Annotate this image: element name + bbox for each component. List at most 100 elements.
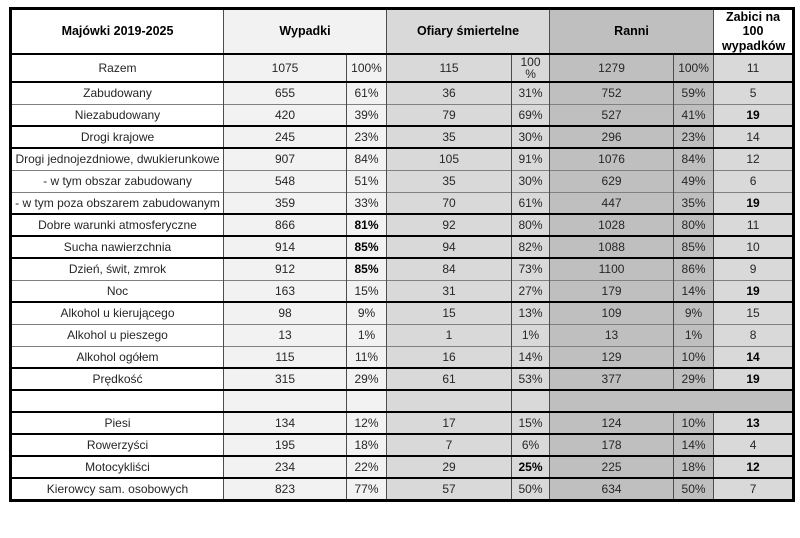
cell-zabici-per-100: 7 — [713, 478, 794, 501]
cell-ranni-pct: 14% — [673, 280, 714, 303]
cell-ranni-count: 13 — [549, 324, 674, 347]
cell-zabici-per-100: 14 — [713, 346, 794, 369]
cell-ofiary-pct: 100 % — [511, 54, 550, 83]
cell-ranni-pct: 35% — [673, 192, 714, 215]
cell-ofiary-pct: 31% — [511, 82, 550, 105]
table-row: Razem 1075 100% 115 100 % 1279 100% 11 — [10, 54, 794, 83]
cell-ranni-count: 225 — [549, 456, 674, 479]
cell-wypadki-count: 907 — [223, 148, 347, 171]
cell-ranni-count: 1028 — [549, 214, 674, 237]
cell-zabici-per-100: 19 — [713, 104, 794, 127]
table-row: - w tym obszar zabudowany 548 51% 35 30% 629 4… — [10, 170, 794, 193]
cell-zabici-per-100: 14 — [713, 126, 794, 149]
cell-ranni-pct: 41% — [673, 104, 714, 127]
row-label: Alkohol u kierującego — [10, 302, 224, 325]
cell-ranni-pct: 59% — [673, 82, 714, 105]
cell-wypadki-count: 1075 — [223, 54, 347, 83]
column-header-zabici-na-100: Zabici na 100 wypadków — [713, 8, 794, 55]
cell-ofiary-pct: 27% — [511, 280, 550, 303]
cell-wypadki-pct: 29% — [345, 368, 387, 391]
cell-wypadki-count: 13 — [223, 324, 347, 347]
majowki-statistics-table: Majówki 2019-2025 Wypadki Ofiary śmierte… — [9, 7, 796, 502]
cell-ofiary-pct: 82% — [511, 236, 550, 259]
cell-wypadki-pct: 61% — [345, 82, 387, 105]
cell-ranni-count: 124 — [549, 412, 674, 435]
table-row: Alkohol ogółem 115 11% 16 14% 129 10% 14 — [10, 346, 794, 369]
cell-ofiary-count: 94 — [386, 236, 512, 259]
cell-wypadki-count: 134 — [223, 412, 347, 435]
row-label: Sucha nawierzchnia — [10, 236, 224, 259]
cell-wypadki-count: 420 — [223, 104, 347, 127]
cell-ranni-pct: 23% — [673, 126, 714, 149]
cell-ofiary-pct: 69% — [511, 104, 550, 127]
row-label — [10, 390, 224, 413]
cell-wypadki-count: 115 — [223, 346, 347, 369]
cell-zabici-per-100: 19 — [713, 192, 794, 215]
cell-ranni-pct: 1% — [673, 324, 714, 347]
row-label: Alkohol ogółem — [10, 346, 224, 369]
cell-ranni-count: 634 — [549, 478, 674, 501]
table-row-empty — [10, 390, 794, 413]
cell-wypadki-pct: 15% — [345, 280, 387, 303]
cell-ranni-count: 1088 — [549, 236, 674, 259]
cell-wypadki-pct: 85% — [345, 258, 387, 281]
cell-wypadki-pct: 100% — [345, 54, 387, 83]
cell-ranni-pct: 14% — [673, 434, 714, 457]
cell-wypadki-count: 163 — [223, 280, 347, 303]
cell-ranni-pct: 49% — [673, 170, 714, 193]
row-label: Piesi — [10, 412, 224, 435]
cell-wypadki-pct: 39% — [345, 104, 387, 127]
cell-ranni-count — [549, 390, 674, 413]
row-label: Alkohol u pieszego — [10, 324, 224, 347]
cell-ofiary-pct: 14% — [511, 346, 550, 369]
table-row: - w tym poza obszarem zabudowanym 359 33% 7… — [10, 192, 794, 215]
cell-ofiary-count: 1 — [386, 324, 512, 347]
cell-ranni-count: 527 — [549, 104, 674, 127]
cell-ofiary-pct: 25% — [511, 456, 550, 479]
row-label: Kierowcy sam. osobowych — [10, 478, 224, 501]
table-header: Majówki 2019-2025 Wypadki Ofiary śmierte… — [10, 8, 794, 55]
row-label: Dzień, świt, zmrok — [10, 258, 224, 281]
cell-wypadki-pct: 51% — [345, 170, 387, 193]
cell-wypadki-count: 823 — [223, 478, 347, 501]
cell-wypadki-count: 195 — [223, 434, 347, 457]
table-row: Alkohol u pieszego 13 1% 1 1% 13 1% 8 — [10, 324, 794, 347]
cell-ofiary-pct: 80% — [511, 214, 550, 237]
cell-ofiary-pct: 15% — [511, 412, 550, 435]
cell-ranni-count: 178 — [549, 434, 674, 457]
row-label: - w tym poza obszarem zabudowanym — [10, 192, 224, 215]
column-header-majowki: Majówki 2019-2025 — [10, 8, 224, 55]
cell-wypadki-pct: 11% — [345, 346, 387, 369]
cell-wypadki-count — [223, 390, 347, 413]
cell-ranni-pct: 29% — [673, 368, 714, 391]
table-row: Alkohol u kierującego 98 9% 15 13% 109 9% 15 — [10, 302, 794, 325]
cell-wypadki-pct: 23% — [345, 126, 387, 149]
cell-wypadki-pct: 85% — [345, 236, 387, 259]
cell-ofiary-pct: 91% — [511, 148, 550, 171]
cell-ranni-count: 1100 — [549, 258, 674, 281]
cell-zabici-per-100: 11 — [713, 214, 794, 237]
cell-ranni-count: 129 — [549, 346, 674, 369]
cell-ofiary-pct: 30% — [511, 126, 550, 149]
cell-ofiary-pct: 73% — [511, 258, 550, 281]
cell-ofiary-count: 35 — [386, 170, 512, 193]
cell-wypadki-count: 234 — [223, 456, 347, 479]
cell-ofiary-pct: 13% — [511, 302, 550, 325]
cell-ranni-count: 109 — [549, 302, 674, 325]
cell-ranni-count: 179 — [549, 280, 674, 303]
table-row: Drogi krajowe 245 23% 35 30% 296 23% 14 — [10, 126, 794, 149]
cell-ranni-pct: 10% — [673, 412, 714, 435]
column-header-ranni: Ranni — [549, 8, 714, 55]
table-body: Razem 1075 100% 115 100 % 1279 100% 11 Zabudowan… — [10, 54, 794, 501]
row-label: Zabudowany — [10, 82, 224, 105]
cell-zabici-per-100: 4 — [713, 434, 794, 457]
cell-zabici-per-100: 6 — [713, 170, 794, 193]
cell-ranni-pct: 80% — [673, 214, 714, 237]
cell-ranni-pct: 86% — [673, 258, 714, 281]
cell-ofiary-pct: 6% — [511, 434, 550, 457]
cell-wypadki-count: 912 — [223, 258, 347, 281]
row-label: Drogi krajowe — [10, 126, 224, 149]
table-row: Prędkość 315 29% 61 53% 377 29% 19 — [10, 368, 794, 391]
cell-wypadki-pct: 84% — [345, 148, 387, 171]
cell-zabici-per-100 — [713, 390, 794, 413]
